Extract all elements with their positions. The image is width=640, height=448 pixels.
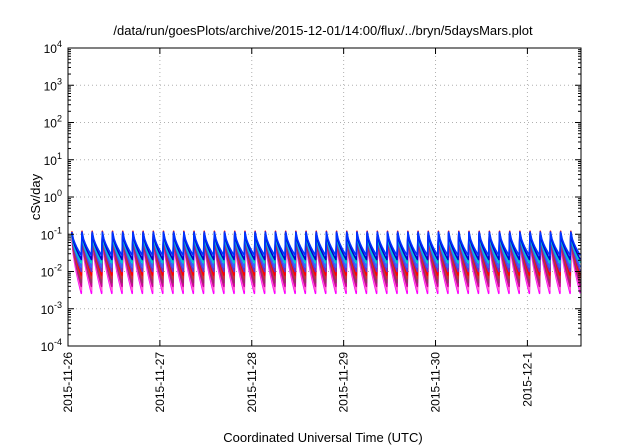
series-group: [71, 230, 582, 295]
x-tick-label: 2015-12-1: [520, 352, 534, 407]
y-tick-label: 104: [44, 39, 62, 56]
x-tick-label: 2015-11-27: [153, 352, 167, 413]
x-tick-label: 2015-11-28: [245, 352, 259, 413]
x-tick-label: 2015-11-26: [61, 352, 75, 413]
y-tick-label: 102: [44, 114, 62, 131]
y-tick-label: 101: [44, 151, 62, 168]
plot-frame: [67, 47, 582, 347]
x-axis-label: Coordinated Universal Time (UTC): [223, 430, 422, 445]
y-tick-label: 10-3: [41, 300, 62, 317]
ticks: 10410310210110010-110-210-310-42015-11-2…: [41, 39, 581, 413]
x-tick-label: 2015-11-30: [429, 352, 443, 413]
grid: [68, 48, 581, 346]
y-tick-label: 10-2: [41, 263, 62, 280]
y-tick-label: 10-4: [41, 337, 62, 354]
y-tick-label: 103: [44, 76, 62, 93]
y-axis-label: cSv/day: [28, 173, 43, 220]
x-tick-label: 2015-11-29: [337, 352, 351, 413]
chart-title: /data/run/goesPlots/archive/2015-12-01/1…: [113, 23, 533, 38]
y-tick-label: 100: [44, 188, 62, 205]
y-tick-label: 10-1: [41, 225, 62, 242]
series-line-11: [71, 231, 581, 257]
